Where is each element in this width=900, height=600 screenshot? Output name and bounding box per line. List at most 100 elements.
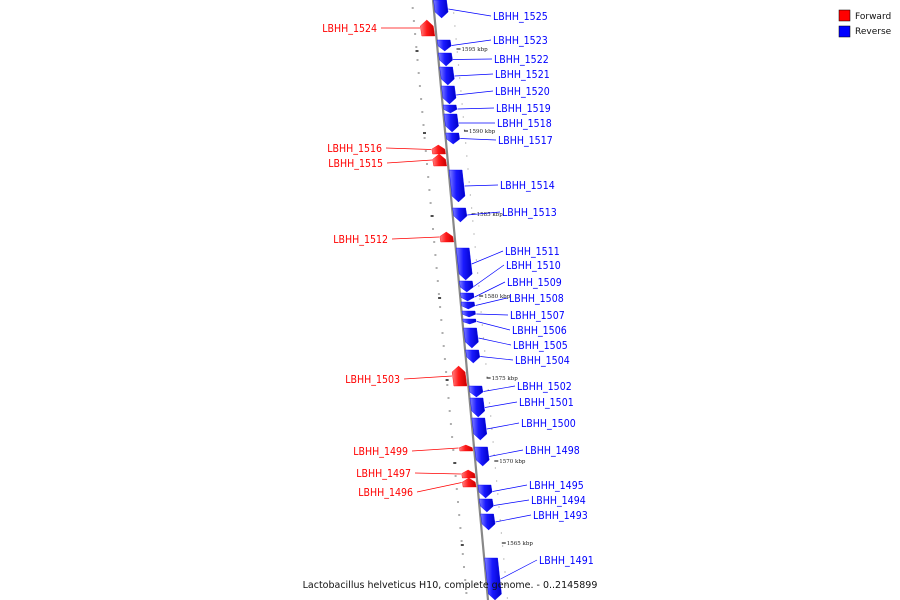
gene-arrow-lbhh_1503[interactable] — [451, 365, 468, 387]
gene-arrow-lbhh_1511[interactable] — [455, 247, 473, 281]
tick-label: 1565 kbp — [507, 541, 534, 547]
gene-arrow-lbhh_1524[interactable] — [420, 19, 436, 37]
leader-line — [416, 482, 462, 493]
gene-label-lbhh_1498[interactable]: LBHH_1498 — [525, 445, 580, 457]
gene-label-lbhh_1493[interactable]: LBHH_1493 — [533, 510, 588, 522]
gene-arrow-lbhh_1515[interactable] — [432, 153, 447, 167]
leader-line — [471, 250, 504, 265]
gene-label-lbhh_1499[interactable]: LBHH_1499 — [353, 446, 408, 458]
genome-caption: Lactobacillus helveticus H10, complete g… — [303, 580, 598, 591]
gene-arrow-lbhh_1499[interactable] — [459, 444, 474, 452]
gene-label-lbhh_1495[interactable]: LBHH_1495 — [529, 480, 584, 492]
gene-arrow-lbhh_1495[interactable] — [477, 484, 493, 499]
gene-arrow-lbhh_1512[interactable] — [439, 231, 454, 243]
gene-arrow-lbhh_1500[interactable] — [471, 417, 488, 441]
gene-label-lbhh_1516[interactable]: LBHH_1516 — [327, 143, 382, 155]
gene-arrow-lbhh_1491[interactable] — [484, 557, 502, 600]
leader-line — [476, 321, 511, 331]
gene-label-lbhh_1511[interactable]: LBHH_1511 — [505, 246, 560, 258]
gene-label-lbhh_1502[interactable]: LBHH_1502 — [517, 381, 572, 393]
gene-arrow-lbhh_1507[interactable] — [461, 310, 476, 318]
gene-arrow-lbhh_1504[interactable] — [465, 349, 481, 364]
tick-label: 1585 kbp — [477, 212, 504, 218]
gene-label-lbhh_1505[interactable]: LBHH_1505 — [513, 340, 568, 352]
gene-arrow-lbhh_1505[interactable] — [463, 327, 479, 349]
leader-line — [467, 211, 501, 216]
gene-label-lbhh_1522[interactable]: LBHH_1522 — [494, 54, 549, 66]
genome-backbone — [431, 0, 490, 600]
gene-arrow-lbhh_1506[interactable] — [462, 318, 477, 325]
gene-label-lbhh_1512[interactable]: LBHH_1512 — [333, 234, 388, 246]
tick-label: 1580 kbp — [484, 294, 511, 300]
gene-arrow-lbhh_1523[interactable] — [436, 39, 452, 52]
gene-label-lbhh_1491[interactable]: LBHH_1491 — [539, 555, 594, 567]
legend: Forward Reverse — [838, 9, 892, 38]
leader-line — [478, 337, 512, 346]
gene-label-lbhh_1519[interactable]: LBHH_1519 — [496, 103, 551, 115]
gene-label-lbhh_1504[interactable]: LBHH_1504 — [515, 355, 570, 367]
gene-arrow-lbhh_1509[interactable] — [460, 292, 475, 302]
gene-arrow-lbhh_1497[interactable] — [461, 469, 476, 479]
gene-label-lbhh_1524[interactable]: LBHH_1524 — [322, 23, 377, 35]
leader-line — [489, 449, 524, 457]
gene-arrow-lbhh_1514[interactable] — [448, 169, 466, 203]
gene-label-lbhh_1510[interactable]: LBHH_1510 — [506, 260, 561, 272]
gene-label-lbhh_1514[interactable]: LBHH_1514 — [500, 180, 555, 192]
gene-arrow-lbhh_1508[interactable] — [460, 301, 476, 310]
gene-label-lbhh_1497[interactable]: LBHH_1497 — [356, 468, 411, 480]
gene-label-lbhh_1523[interactable]: LBHH_1523 — [493, 35, 548, 47]
gene-label-lbhh_1500[interactable]: LBHH_1500 — [521, 418, 576, 430]
gene-label-lbhh_1509[interactable]: LBHH_1509 — [507, 277, 562, 289]
label-leader-lines — [381, 8, 538, 580]
gene-arrow-lbhh_1518[interactable] — [443, 113, 459, 133]
gene-label-lbhh_1518[interactable]: LBHH_1518 — [497, 118, 552, 130]
legend-swatch-forward — [838, 9, 851, 22]
leader-line — [484, 401, 518, 408]
gene-arrow-lbhh_1501[interactable] — [469, 397, 485, 418]
gene-label-lbhh_1508[interactable]: LBHH_1508 — [509, 293, 564, 305]
gene-label-lbhh_1525[interactable]: LBHH_1525 — [493, 11, 548, 23]
gene-label-lbhh_1506[interactable]: LBHH_1506 — [512, 325, 567, 337]
leader-line — [492, 484, 528, 492]
leader-line — [456, 90, 494, 96]
gene-label-lbhh_1507[interactable]: LBHH_1507 — [510, 310, 565, 322]
leader-line — [457, 107, 495, 110]
gene-label-lbhh_1503[interactable]: LBHH_1503 — [345, 374, 400, 386]
leader-line — [493, 499, 530, 506]
gene-label-lbhh_1496[interactable]: LBHH_1496 — [358, 487, 413, 499]
gene-arrow-lbhh_1502[interactable] — [468, 385, 484, 398]
gene-arrow-lbhh_1517[interactable] — [445, 132, 460, 145]
leader-line — [411, 447, 459, 452]
legend-label-reverse: Reverse — [855, 27, 892, 37]
gene-label-lbhh_1501[interactable]: LBHH_1501 — [519, 397, 574, 409]
gene-label-lbhh_1517[interactable]: LBHH_1517 — [498, 135, 553, 147]
gene-arrow-lbhh_1519[interactable] — [442, 104, 458, 114]
gene-arrow-lbhh_1520[interactable] — [441, 85, 457, 105]
gene-arrow-lbhh_1510[interactable] — [459, 280, 474, 293]
leader-line — [500, 559, 538, 580]
gene-label-lbhh_1513[interactable]: LBHH_1513 — [502, 207, 557, 219]
major-ticks: 1595 kbp 1590 kbp 1585 kbp 1580 kbp 1575 kbp… — [415, 47, 534, 547]
leader-line — [454, 73, 494, 77]
leader-line — [475, 297, 508, 306]
gene-label-lbhh_1515[interactable]: LBHH_1515 — [328, 158, 383, 170]
minor-ticks — [411, 7, 508, 599]
gene-arrow-lbhh_1516[interactable] — [431, 144, 446, 155]
gene-label-lbhh_1494[interactable]: LBHH_1494 — [531, 495, 586, 507]
gene-arrow-lbhh_1496[interactable] — [462, 477, 477, 488]
leader-line — [403, 375, 453, 380]
gene-label-lbhh_1520[interactable]: LBHH_1520 — [495, 86, 550, 98]
gene-arrow-lbhh_1513[interactable] — [452, 207, 468, 223]
gene-arrow-lbhh_1522[interactable] — [438, 52, 453, 67]
tick-label: 1595 kbp — [462, 47, 489, 53]
gene-arrow-lbhh_1525[interactable] — [433, 0, 449, 19]
gene-arrow-lbhh_1493[interactable] — [480, 513, 496, 531]
tick-label: 1575 kbp — [492, 376, 519, 382]
leader-line — [451, 39, 492, 46]
leader-line — [464, 184, 499, 187]
gene-arrow-lbhh_1494[interactable] — [478, 498, 494, 513]
gene-label-lbhh_1521[interactable]: LBHH_1521 — [495, 69, 550, 81]
gene-arrow-lbhh_1521[interactable] — [439, 66, 455, 86]
gene-arrow-lbhh_1498[interactable] — [474, 446, 490, 467]
